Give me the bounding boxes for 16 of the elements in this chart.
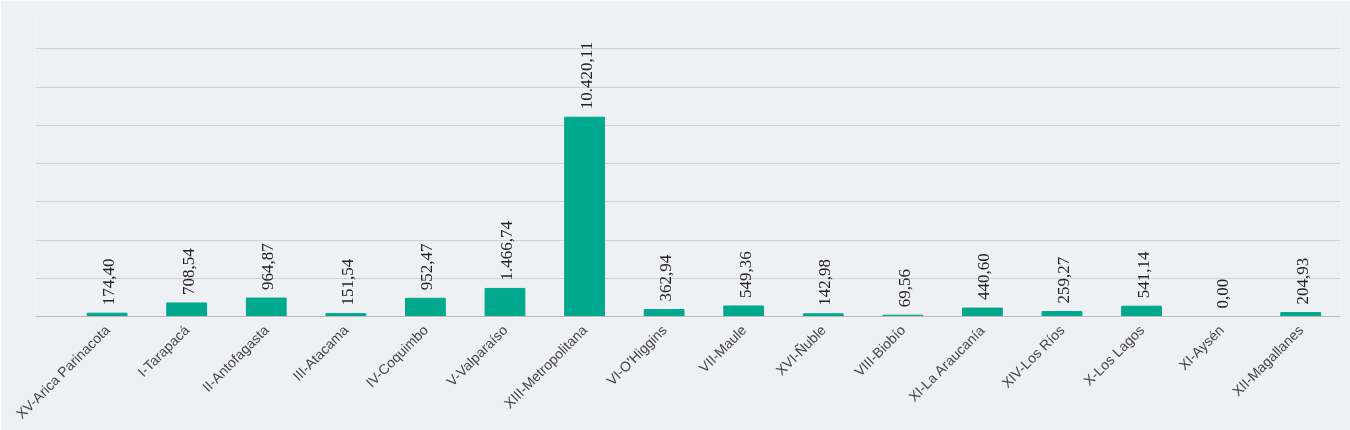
data-label: 204,93: [1292, 257, 1312, 305]
data-label: 69,56: [894, 268, 914, 308]
data-label: 952,47: [417, 243, 437, 291]
data-label: 0,00: [1213, 278, 1233, 309]
data-label: 708,54: [178, 247, 198, 295]
data-label: 1.466,74: [496, 220, 516, 281]
data-label: 440,60: [974, 253, 994, 301]
data-label: 174,40: [99, 258, 119, 306]
data-label: 541,14: [1133, 250, 1153, 299]
data-label: 151,54: [337, 258, 357, 306]
data-label: 549,36: [735, 251, 755, 298]
data-label: 142,98: [815, 259, 835, 306]
data-label: 362,94: [656, 254, 676, 302]
data-label: 964,87: [258, 242, 278, 291]
data-label: 259,27: [1053, 256, 1073, 304]
data-label: 10.420,11: [576, 41, 596, 110]
